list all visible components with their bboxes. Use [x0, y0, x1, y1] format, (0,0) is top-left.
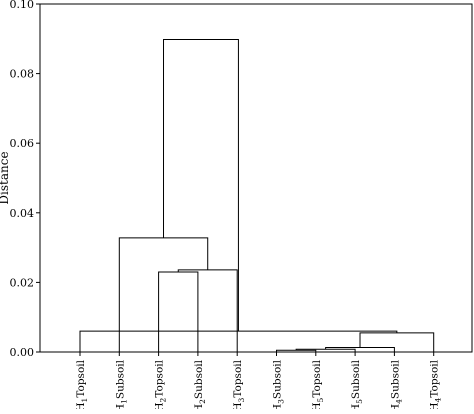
dendrogram-link — [118, 237, 209, 352]
leaf-subscript: 3 — [277, 399, 286, 404]
leaf-suffix: Topsoil — [232, 359, 244, 397]
dendrogram-link — [177, 269, 238, 352]
leaf-label: H5Subsoil — [350, 359, 364, 409]
leaf-label: H4Topsoil — [429, 359, 443, 409]
leaf-label: H5Topsoil — [311, 359, 325, 409]
y-tick-label: 0.00 — [10, 346, 35, 359]
leaf-subscript: 1 — [80, 398, 89, 403]
leaf-subscript: 1 — [119, 399, 128, 404]
leaf-prefix: H — [232, 402, 244, 409]
leaf-prefix: H — [272, 404, 284, 409]
leaf-suffix: Subsoil — [114, 359, 126, 399]
leaf-suffix: Topsoil — [75, 359, 87, 397]
plot-frame — [39, 3, 473, 353]
leaf-prefix: H — [154, 402, 166, 409]
leaf-labels: H1TopsoilH1SubsoilH2TopsoilH2SubsoilH3To… — [75, 352, 443, 413]
leaf-subscript: 3 — [237, 397, 246, 402]
leaf-suffix: Subsoil — [272, 359, 284, 399]
y-tick-label: 0.10 — [10, 0, 35, 11]
leaf-prefix: H — [311, 402, 323, 409]
leaf-suffix: Subsoil — [389, 359, 401, 399]
leaf-label: H3Topsoil — [232, 359, 246, 409]
leaf-label: H3Subsoil — [272, 359, 286, 409]
leaf-label: H1Topsoil — [75, 359, 89, 409]
leaf-prefix: H — [193, 404, 205, 409]
dendrogram-links — [79, 38, 435, 352]
leaf-suffix: Topsoil — [154, 359, 166, 397]
leaf-prefix: H — [429, 402, 441, 409]
leaf-suffix: Subsoil — [350, 359, 362, 399]
y-tick-label: 0.08 — [10, 68, 35, 81]
y-tick-label: 0.02 — [10, 276, 35, 289]
dendrogram-link — [163, 38, 239, 332]
leaf-suffix: Subsoil — [193, 359, 205, 399]
leaf-prefix: H — [389, 404, 401, 409]
leaf-prefix: H — [75, 402, 87, 409]
leaf-subscript: 5 — [355, 399, 364, 404]
leaf-suffix: Topsoil — [311, 359, 323, 397]
leaf-subscript: 5 — [316, 397, 325, 402]
leaf-subscript: 4 — [394, 399, 403, 404]
y-axis-title: Distance — [0, 151, 11, 204]
leaf-label: H1Subsoil — [114, 359, 128, 409]
y-tick-label: 0.06 — [10, 137, 35, 150]
leaf-suffix: Topsoil — [429, 359, 441, 397]
leaf-label: H2Topsoil — [154, 359, 168, 409]
dendrogram-link — [158, 271, 199, 352]
y-axis: 0.00 0.02 0.04 0.06 0.08 0.10 — [10, 0, 40, 359]
dendrogram-link — [325, 346, 395, 352]
leaf-prefix: H — [114, 404, 126, 409]
leaf-label: H2Subsoil — [193, 359, 207, 409]
leaf-prefix: H — [350, 404, 362, 409]
y-tick-label: 0.04 — [10, 207, 35, 220]
dendrogram-link — [359, 332, 435, 352]
leaf-label: H4Subsoil — [389, 359, 403, 409]
leaf-subscript: 4 — [434, 397, 443, 402]
leaf-subscript: 2 — [159, 397, 168, 402]
leaf-subscript: 2 — [198, 399, 207, 404]
